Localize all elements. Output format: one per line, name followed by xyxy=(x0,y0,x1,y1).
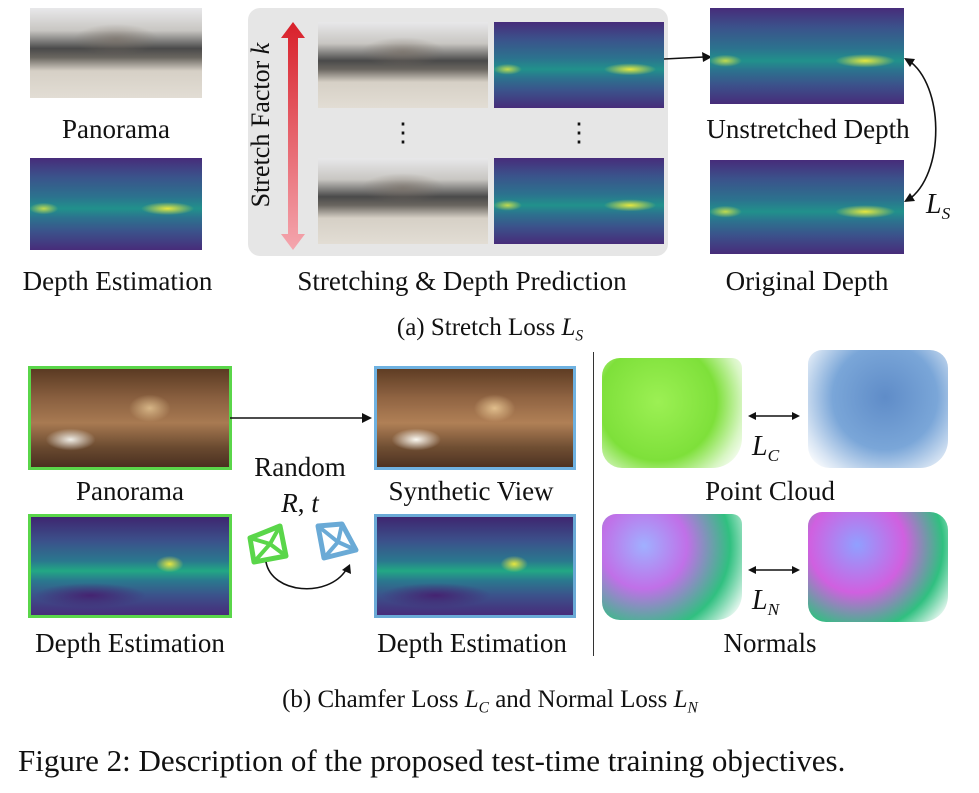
caption-a: (a) Stretch Loss LS xyxy=(396,314,584,345)
stretching-label: Stretching & Depth Prediction xyxy=(297,266,627,296)
chamfer-loss-symbol: LC xyxy=(752,431,780,466)
normals-left-image xyxy=(602,514,742,620)
stretched-depth-1 xyxy=(494,22,664,108)
bottom-depth-estimation-right-image xyxy=(374,514,576,618)
stretch-loss-arrow xyxy=(904,58,937,202)
normal-double-arrow xyxy=(748,566,800,574)
ellipsis-left: ⋮ xyxy=(390,118,416,147)
random-label: Random xyxy=(254,452,346,482)
normals-right-image xyxy=(808,512,948,622)
synthetic-view-label: Synthetic View xyxy=(388,476,554,506)
ellipsis-right: ⋮ xyxy=(566,118,592,147)
arrow-to-unstretched xyxy=(664,52,712,62)
section-divider xyxy=(593,352,594,656)
random-rt-label: R, t xyxy=(281,488,319,518)
blue-camera-icon xyxy=(315,521,359,561)
caption-b: (b) Chamfer Loss LC and Normal Loss LN xyxy=(282,686,698,717)
top-depth-estimation-label: Depth Estimation xyxy=(22,266,213,296)
normals-label: Normals xyxy=(723,628,817,658)
stretched-panorama-2 xyxy=(318,158,488,244)
point-cloud-green-image xyxy=(602,358,742,468)
bottom-depth-estimation-right-label: Depth Estimation xyxy=(377,628,567,658)
point-cloud-blue-image xyxy=(808,350,948,468)
bottom-depth-estimation-left-image xyxy=(28,514,232,618)
top-depth-estimation-image xyxy=(30,158,202,250)
point-cloud-label: Point Cloud xyxy=(705,476,835,506)
normal-loss-symbol: LN xyxy=(752,585,780,620)
stretched-depth-2 xyxy=(494,158,664,244)
unstretched-depth-label: Unstretched Depth xyxy=(706,114,910,144)
chamfer-double-arrow xyxy=(748,412,800,420)
figure-caption: Figure 2: Description of the proposed te… xyxy=(18,743,846,778)
camera-transform-arrow xyxy=(265,561,351,590)
top-panorama-label: Panorama xyxy=(62,114,170,144)
stretched-panorama-1 xyxy=(318,22,488,108)
original-depth-label: Original Depth xyxy=(725,266,889,296)
bottom-panorama-image xyxy=(28,366,232,470)
original-depth-image xyxy=(710,160,904,254)
bottom-panorama-label: Panorama xyxy=(76,476,184,506)
bottom-depth-estimation-left-label: Depth Estimation xyxy=(35,628,225,658)
stretch-loss-symbol: LS xyxy=(926,189,951,224)
arrow-to-synthetic-view xyxy=(230,413,372,423)
synthetic-view-image xyxy=(374,366,576,470)
stretch-factor-arrow xyxy=(281,22,305,250)
top-panorama-image xyxy=(30,8,202,98)
unstretched-depth-image xyxy=(710,8,904,104)
green-camera-icon xyxy=(247,523,289,565)
